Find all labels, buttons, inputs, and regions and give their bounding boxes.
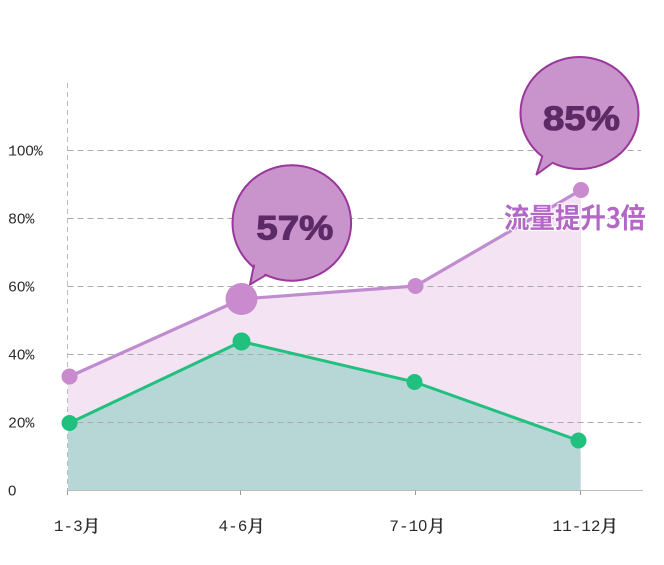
svg-text:100%: 100% — [8, 143, 44, 161]
svg-text:11-12: 11-12 — [553, 518, 601, 536]
svg-text:85%: 85% — [543, 99, 620, 137]
svg-text:60%: 60% — [8, 279, 35, 297]
svg-text:0: 0 — [8, 483, 16, 500]
svg-text:7-10: 7-10 — [389, 518, 427, 536]
svg-text:4-6: 4-6 — [219, 518, 248, 536]
svg-text:1-3: 1-3 — [54, 518, 83, 536]
svg-text:57%: 57% — [256, 208, 333, 246]
svg-text:20%: 20% — [8, 415, 35, 433]
svg-text:40%: 40% — [8, 347, 35, 365]
svg-text:80%: 80% — [8, 211, 35, 229]
